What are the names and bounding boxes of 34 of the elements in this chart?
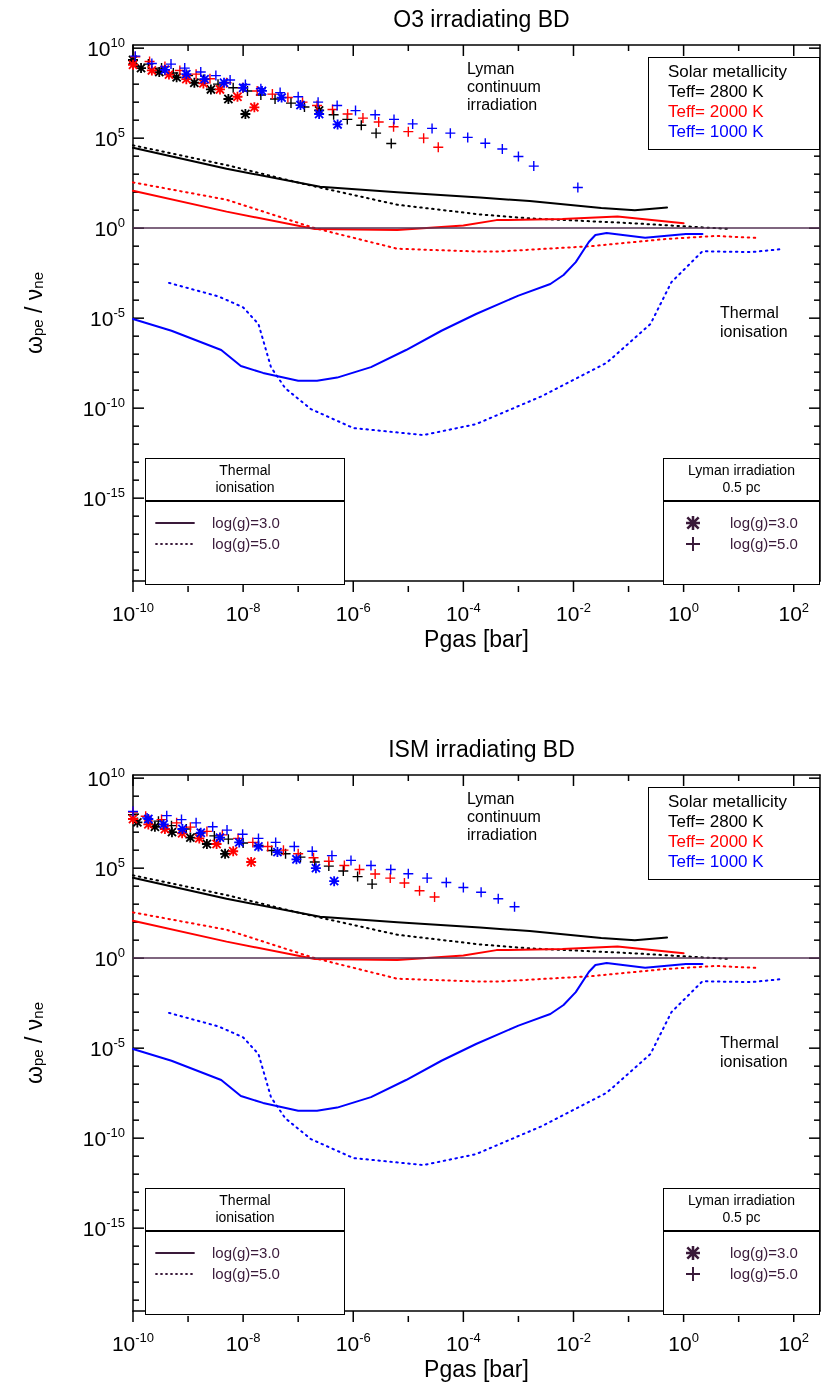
annotation: Thermal ionisation — [720, 1033, 788, 1071]
annotation: Solar metallicity — [668, 792, 789, 812]
y-axis-title: ωpe / νne — [20, 272, 47, 354]
annotation: Teff= 1000 K — [668, 122, 765, 142]
annotation: Teff= 2800 K — [668, 82, 765, 102]
annotation: log(g)=5.0 — [212, 1265, 280, 1282]
y-axis-title: ωpe / νne — [20, 1002, 47, 1084]
annotation: Thermal ionisation — [146, 1189, 344, 1232]
legend-box: Lyman irradiation 0.5 pc log(g)=3.0 log(g)=5.0 — [663, 1188, 820, 1315]
annotation: Solar metallicity — [668, 62, 789, 82]
annotation: Thermal ionisation — [146, 459, 344, 502]
annotation: log(g)=3.0 — [730, 514, 798, 531]
annotation: Teff= 2800 K — [668, 812, 765, 832]
legend-box: Lyman irradiation 0.5 pc log(g)=3.0 log(g)=5.0 — [663, 458, 820, 585]
annotation: Lyman continuum irradiation — [467, 790, 541, 844]
annotation: log(g)=5.0 — [730, 1265, 798, 1282]
annotation: log(g)=5.0 — [212, 535, 280, 552]
annotation: Thermal ionisation — [720, 303, 788, 341]
annotation: log(g)=3.0 — [212, 1244, 280, 1261]
annotation: log(g)=5.0 — [730, 535, 798, 552]
legend-box: Thermal ionisation log(g)=3.0 log(g)=5.0 — [145, 458, 345, 585]
annotation: Lyman irradiation 0.5 pc — [664, 1189, 819, 1232]
annotation: log(g)=3.0 — [212, 514, 280, 531]
annotation: Lyman continuum irradiation — [467, 60, 541, 114]
annotation: Lyman irradiation 0.5 pc — [664, 459, 819, 502]
annotation: Teff= 2000 K — [668, 832, 765, 852]
annotation: log(g)=3.0 — [730, 1244, 798, 1261]
chart-title: O3 irradiating BD — [393, 5, 570, 32]
legend-box: Thermal ionisation log(g)=3.0 log(g)=5.0 — [145, 1188, 345, 1315]
x-axis-title: Pgas [bar] — [424, 1355, 529, 1382]
annotation: Teff= 2000 K — [668, 102, 765, 122]
annotation: Teff= 1000 K — [668, 852, 765, 872]
chart-title: ISM irradiating BD — [388, 735, 575, 762]
x-axis-title: Pgas [bar] — [424, 625, 529, 652]
